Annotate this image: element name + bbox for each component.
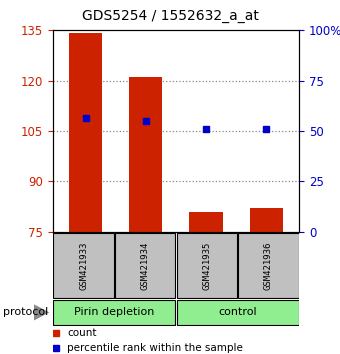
Bar	[238, 233, 299, 298]
Bar	[189, 212, 223, 232]
Text: protocol: protocol	[3, 307, 49, 318]
Text: count: count	[68, 328, 97, 338]
Bar	[250, 208, 283, 232]
Text: GSM421935: GSM421935	[202, 241, 211, 290]
Text: GSM421936: GSM421936	[264, 241, 273, 290]
Text: GSM421933: GSM421933	[79, 241, 88, 290]
Bar	[53, 299, 175, 325]
Bar	[53, 233, 114, 298]
Bar	[176, 233, 237, 298]
Text: percentile rank within the sample: percentile rank within the sample	[68, 343, 243, 353]
Bar	[69, 34, 102, 232]
Bar	[129, 77, 163, 232]
Text: Pirin depletion: Pirin depletion	[74, 307, 154, 318]
Text: GDS5254 / 1552632_a_at: GDS5254 / 1552632_a_at	[82, 9, 258, 23]
Text: GSM421934: GSM421934	[141, 241, 150, 290]
Polygon shape	[34, 304, 49, 320]
Bar	[176, 299, 299, 325]
Bar	[115, 233, 175, 298]
Text: control: control	[218, 307, 257, 318]
